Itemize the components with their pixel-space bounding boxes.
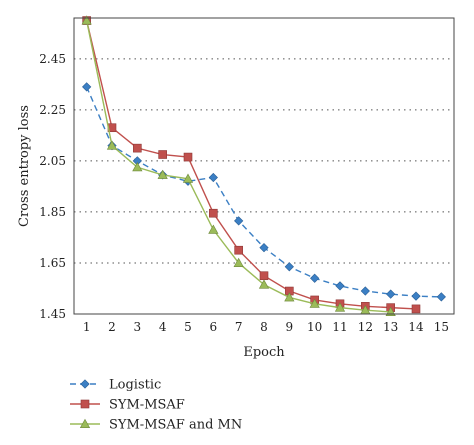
data-point [208, 172, 218, 183]
data-point [411, 304, 421, 314]
data-point [208, 224, 219, 234]
x-tick-label: 2 [108, 320, 116, 334]
legend-marker [79, 418, 91, 428]
series-line [86, 86, 442, 298]
data-point [386, 289, 396, 299]
tick-labels: 1.451.651.852.052.252.451 2 3 4 5 6 7 8 9 10 11 12 1… [39, 52, 449, 334]
legend-label: SYM-MSAF and MN [109, 418, 242, 433]
data-point [334, 302, 346, 312]
y-tick-label: 2.25 [39, 103, 66, 117]
legend-label: SYM-MSAF [109, 398, 185, 413]
data-point [233, 257, 244, 267]
data-point [310, 273, 320, 283]
data-point [234, 245, 243, 255]
x-tick-label: 15 [434, 320, 449, 334]
plot-frame [73, 17, 455, 315]
x-tick-label: 6 [210, 320, 218, 334]
x-tick-label: 8 [260, 320, 268, 334]
data-point [284, 292, 295, 302]
series-1 [82, 82, 446, 302]
data-point [234, 216, 244, 226]
data-point [259, 243, 269, 253]
data-point [284, 262, 294, 272]
data-point [436, 292, 446, 302]
legend-marker [80, 399, 90, 409]
data-point [81, 15, 92, 25]
data-point [259, 271, 269, 281]
data-point [183, 152, 193, 162]
y-tick-label: 2.05 [39, 154, 66, 168]
data-point [158, 150, 167, 159]
data-point [258, 279, 270, 289]
data-point [82, 82, 92, 92]
series-2 [82, 16, 421, 314]
legend-marker [80, 379, 90, 389]
y-tick-label: 1.45 [39, 307, 66, 321]
y-tick-label: 1.65 [39, 256, 66, 270]
data-point [209, 208, 218, 218]
data-point [133, 143, 142, 153]
data-point [106, 140, 118, 150]
x-tick-label: 12 [358, 320, 373, 334]
x-axis-title: Epoch [243, 345, 285, 360]
series-3 [81, 15, 396, 316]
x-tick-label: 3 [134, 320, 142, 334]
x-tick-label: 7 [235, 320, 243, 334]
data-point [157, 169, 168, 179]
legend-label: Logistic [109, 378, 161, 393]
gridlines [74, 58, 454, 264]
y-axis-title: Cross entropy loss [17, 105, 32, 227]
series-layer [81, 15, 446, 316]
data-point [360, 286, 370, 296]
data-point [411, 291, 421, 301]
x-tick-label: 14 [408, 320, 424, 334]
data-point [132, 162, 143, 172]
y-tick-label: 2.45 [39, 52, 66, 66]
x-tick-label: 4 [159, 320, 167, 334]
data-point [309, 298, 320, 308]
x-tick-label: 11 [332, 320, 347, 334]
data-point [182, 173, 194, 183]
x-tick-label: 5 [184, 320, 192, 334]
x-tick-label: 1 [83, 320, 91, 334]
legend: Logistic SYM-MSAF SYM-MSAF and MN [70, 378, 242, 433]
y-tick-label: 1.85 [39, 205, 66, 219]
x-tick-label: 13 [383, 320, 398, 334]
x-tick-label: 10 [307, 320, 322, 334]
x-tick-label: 9 [286, 320, 294, 334]
data-point [335, 281, 345, 291]
series-line [85, 20, 391, 313]
